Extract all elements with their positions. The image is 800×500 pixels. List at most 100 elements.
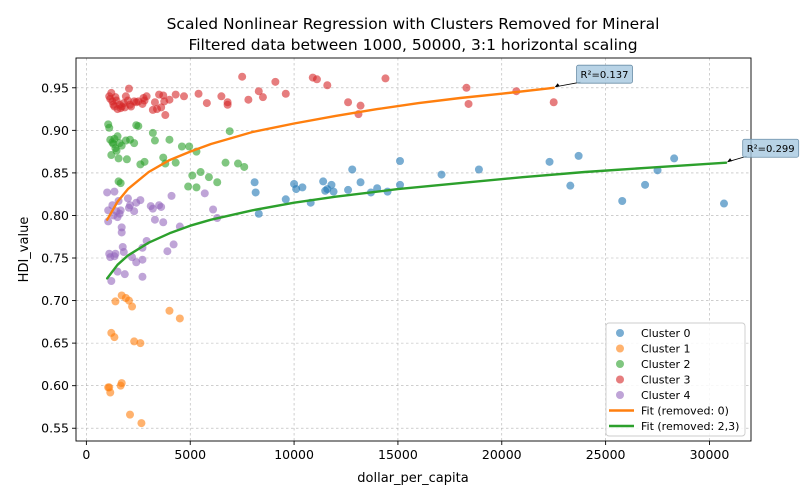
data-point <box>111 297 120 306</box>
legend-box <box>605 322 746 437</box>
r2-arrow-head <box>727 158 733 163</box>
data-point <box>117 379 126 388</box>
data-point <box>165 95 174 104</box>
legend-marker <box>616 344 624 353</box>
legend-marker <box>616 375 624 384</box>
data-point <box>138 272 147 281</box>
data-point <box>157 202 166 211</box>
y-tick-label: 0.75 <box>41 251 69 266</box>
legend-item: Cluster 2 <box>616 358 691 371</box>
data-point <box>150 98 159 107</box>
data-point <box>148 204 157 213</box>
chart-title-line-1: Scaled Nonlinear Regression with Cluster… <box>167 15 660 33</box>
data-point <box>225 127 234 136</box>
data-point <box>223 98 232 107</box>
x-tick-label: 0 <box>82 447 90 462</box>
r2-label: R²=0.299 <box>747 144 795 155</box>
data-point <box>192 183 201 192</box>
data-point <box>292 185 301 194</box>
legend: Cluster 0 Cluster 1 Cluster 2 Cluster 3 Clus… <box>605 322 746 437</box>
series-cluster-1 <box>104 291 184 428</box>
data-point <box>344 185 353 194</box>
data-point <box>130 337 139 346</box>
data-point <box>312 75 321 84</box>
data-point <box>720 199 728 208</box>
data-point <box>165 306 174 315</box>
legend-label: Cluster 1 <box>641 343 691 356</box>
legend-marker <box>616 391 624 399</box>
data-point <box>171 90 180 99</box>
y-tick-label: 0.70 <box>41 293 69 308</box>
data-point <box>254 87 263 96</box>
data-point <box>574 151 583 160</box>
r2-annotation: R²=0.299 <box>727 138 800 163</box>
x-tick-label: 15000 <box>378 447 418 462</box>
data-point <box>175 314 184 323</box>
r2-box <box>742 138 800 158</box>
legend-label: Cluster 2 <box>641 358 691 371</box>
data-point <box>110 187 119 196</box>
fit-line-fit-removed-0 <box>106 86 555 221</box>
data-point <box>217 92 226 101</box>
data-point <box>122 155 131 164</box>
r2-label: R²=0.137 <box>581 70 629 81</box>
data-point <box>356 101 365 110</box>
data-point <box>348 165 357 174</box>
fit-line-fit-removed-2-3 <box>106 161 728 280</box>
data-point <box>244 95 253 104</box>
data-point <box>120 270 129 279</box>
data-point <box>549 98 558 107</box>
data-point <box>161 111 170 120</box>
legend-item: Cluster 1 <box>616 343 691 356</box>
data-point <box>271 77 280 86</box>
data-point <box>344 98 353 107</box>
data-point <box>124 84 133 93</box>
data-point <box>134 122 143 131</box>
data-point <box>159 91 168 100</box>
legend-marker <box>616 329 624 337</box>
data-point <box>281 195 290 204</box>
y-tick-label: 0.90 <box>41 123 69 138</box>
data-point <box>137 419 146 428</box>
y-tick-label: 0.80 <box>41 208 69 223</box>
y-axis-label: HDI_value <box>17 217 32 283</box>
legend-label: Cluster 4 <box>641 389 691 402</box>
legend-label: Cluster 3 <box>641 374 691 387</box>
data-point <box>136 339 145 348</box>
data-point <box>194 89 203 98</box>
data-point <box>196 168 205 177</box>
data-point <box>124 296 133 305</box>
data-point <box>396 156 404 165</box>
legend-marker <box>616 360 624 368</box>
data-point <box>128 302 137 311</box>
r2-arrow-head <box>554 83 560 88</box>
data-point <box>113 132 122 141</box>
data-point <box>130 139 139 148</box>
data-point <box>148 128 157 137</box>
data-point <box>119 248 128 257</box>
data-point <box>126 410 134 419</box>
data-point <box>329 187 338 196</box>
data-point <box>464 99 473 108</box>
plot-frame <box>75 57 752 442</box>
legend-item: Cluster 0 <box>616 327 691 340</box>
legend-item: Cluster 3 <box>616 374 691 387</box>
data-point <box>132 258 141 267</box>
data-point <box>157 103 166 112</box>
data-point <box>171 158 180 167</box>
data-point <box>138 255 147 264</box>
legend-label: Fit (removed: 2,3) <box>641 420 739 433</box>
data-point <box>165 135 174 144</box>
legend-item: Cluster 4 <box>616 389 691 402</box>
data-point <box>258 93 267 102</box>
data-point <box>396 180 404 189</box>
data-point <box>238 72 247 81</box>
r2-annotation: R²=0.137 <box>554 64 633 88</box>
data-point <box>200 189 209 198</box>
data-point <box>142 92 151 101</box>
series-cluster-2 <box>104 120 249 192</box>
fits-layer <box>106 86 728 280</box>
data-point <box>254 209 263 218</box>
data-point <box>327 180 336 189</box>
